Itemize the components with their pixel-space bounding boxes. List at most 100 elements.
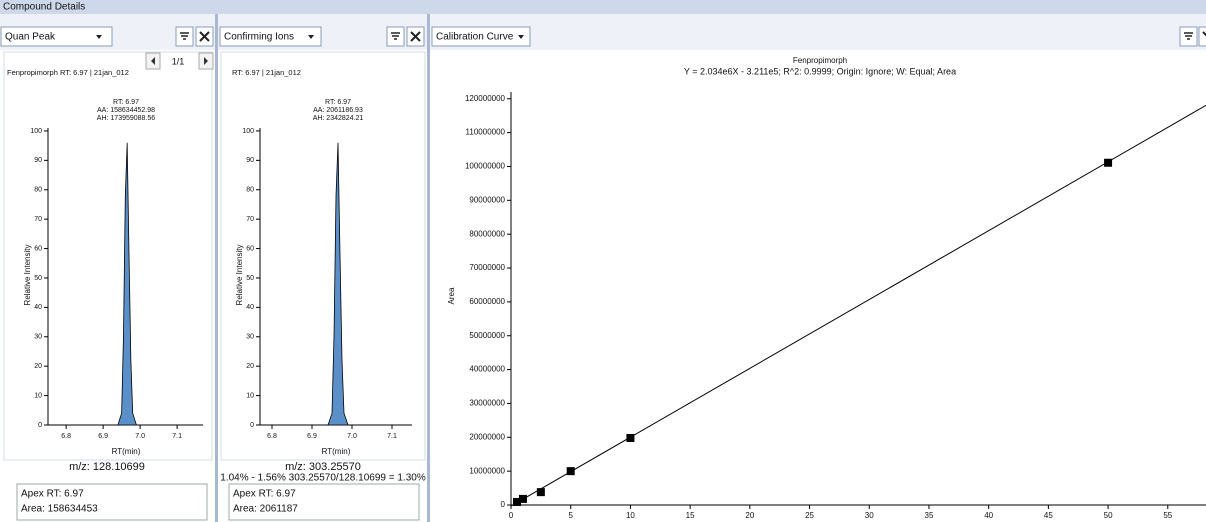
- peak-label: AH: 173959088.56: [97, 115, 155, 122]
- x-tick-label: 5: [568, 511, 573, 520]
- y-tick-label: 50: [246, 275, 254, 282]
- x-tick-label: 6.9: [307, 433, 317, 440]
- dropdown-label[interactable]: Quan Peak: [5, 32, 56, 43]
- y-tick-label: 60: [34, 245, 42, 252]
- x-tick-label: 7.1: [172, 433, 182, 440]
- filter-button[interactable]: [1179, 26, 1198, 47]
- panel-header: RT: 6.97 | 21jan_012: [232, 68, 301, 77]
- y-tick-label: 40: [246, 304, 254, 311]
- y-tick-label: 0: [38, 422, 42, 429]
- y-tick-label: 30: [246, 334, 254, 341]
- y-tick-label: 30: [34, 334, 42, 341]
- y-tick-label: 50: [34, 275, 42, 282]
- peak-label: AH: 2342824.21: [313, 115, 364, 122]
- x-tick-label: 6.9: [98, 433, 108, 440]
- next-button[interactable]: [198, 52, 214, 70]
- y-tick-label: 90000000: [469, 195, 505, 204]
- mz-label: m/z: 128.10699: [69, 461, 145, 473]
- peak-label: AA: 158634452.98: [97, 107, 155, 114]
- peak-label: RT: 6.97: [113, 99, 139, 106]
- close-button[interactable]: [406, 26, 425, 47]
- y-tick-label: 10: [34, 392, 42, 399]
- x-tick-label: 35: [925, 511, 934, 520]
- close-button[interactable]: [1198, 26, 1206, 47]
- info-line: Area: 2061187: [233, 504, 298, 515]
- dropdown-label[interactable]: Calibration Curve: [436, 32, 514, 43]
- y-tick-label: 20000000: [469, 432, 505, 441]
- x-tick-label: 15: [686, 511, 695, 520]
- filter-button[interactable]: [175, 26, 194, 47]
- peak: [47, 142, 203, 426]
- window-title: Compound Details: [3, 2, 85, 13]
- point: [1104, 158, 1113, 167]
- y-tick-label: 20: [34, 363, 42, 370]
- y-tick-label: 80: [246, 187, 254, 194]
- chart-title: Fenpropimorph: [793, 56, 847, 65]
- y-axis-label: Relative Intensity: [235, 245, 244, 306]
- dropdown[interactable]: Quan Peak: [0, 26, 113, 47]
- dropdown-label[interactable]: Confirming Ions: [224, 32, 294, 43]
- x-tick-label: 7.1: [387, 433, 397, 440]
- peak-label: AA: 2061186.93: [313, 107, 363, 114]
- x-tick-label: 50: [1104, 511, 1113, 520]
- point: [536, 488, 545, 497]
- x-axis-label: RT(min): [322, 447, 351, 456]
- y-tick-label: 10000000: [469, 466, 505, 475]
- x-tick-label: 10: [626, 511, 635, 520]
- close-button[interactable]: [195, 26, 214, 47]
- y-tick-label: 70000000: [469, 263, 505, 272]
- y-tick-label: 120000000: [465, 94, 506, 103]
- info-box: [228, 483, 420, 521]
- x-tick-label: 30: [865, 511, 874, 520]
- point: [566, 467, 575, 476]
- pager: 1/1: [172, 56, 185, 66]
- dropdown[interactable]: Confirming Ions: [219, 26, 322, 47]
- x-axis-label: RT(min): [112, 447, 141, 456]
- prev-button[interactable]: [145, 52, 161, 70]
- panel: [3, 51, 213, 461]
- x-tick-label: 7.0: [347, 433, 357, 440]
- y-tick-label: 0: [250, 422, 254, 429]
- y-tick-label: 90: [34, 157, 42, 164]
- y-tick-label: 100000000: [465, 162, 506, 171]
- point: [626, 433, 635, 442]
- x-tick-label: 6.8: [267, 433, 277, 440]
- chart-subtitle: Y = 2.034e6X - 3.211e5; R^2: 0.9999; Ori…: [684, 66, 956, 76]
- y-tick-label: 100: [242, 128, 254, 135]
- info-line: Apex RT: 6.97: [233, 489, 296, 500]
- y-tick-label: 0: [501, 500, 506, 509]
- info-box: [16, 483, 208, 521]
- y-tick-label: 50000000: [469, 331, 505, 340]
- splitter: [215, 14, 218, 522]
- y-tick-label: 30000000: [469, 399, 505, 408]
- y-axis-label: Area: [447, 287, 456, 304]
- y-tick-label: 100: [30, 128, 42, 135]
- y-tick-label: 70: [246, 216, 254, 223]
- x-tick-label: 55: [1163, 511, 1172, 520]
- y-tick-label: 60000000: [469, 297, 505, 306]
- y-tick-label: 70: [34, 216, 42, 223]
- filter-button[interactable]: [386, 26, 405, 47]
- y-tick-label: 80000000: [469, 229, 505, 238]
- dropdown[interactable]: Calibration Curve: [431, 26, 531, 47]
- x-tick-label: 7.0: [135, 433, 145, 440]
- y-tick-label: 60: [246, 245, 254, 252]
- x-tick-label: 20: [745, 511, 754, 520]
- y-tick-label: 20: [246, 363, 254, 370]
- y-tick-label: 80: [34, 187, 42, 194]
- peak: [260, 142, 412, 426]
- y-tick-label: 10: [246, 392, 254, 399]
- y-tick-label: 110000000: [466, 128, 506, 137]
- y-tick-label: 40000000: [469, 365, 505, 374]
- x-tick-label: 40: [984, 511, 993, 520]
- y-tick-label: 40: [34, 304, 42, 311]
- panel-header: Fenpropimorph RT: 6.97 | 21jan_012: [7, 68, 129, 77]
- ion-ratio: 1.04% - 1.56% 303.25570/128.10699 = 1.30…: [220, 473, 426, 484]
- x-tick-label: 25: [805, 511, 814, 520]
- x-tick-label: 45: [1044, 511, 1053, 520]
- title-bar: [0, 0, 1206, 14]
- panel: [220, 51, 426, 461]
- point: [512, 497, 521, 506]
- x-tick-label: 6.8: [61, 433, 71, 440]
